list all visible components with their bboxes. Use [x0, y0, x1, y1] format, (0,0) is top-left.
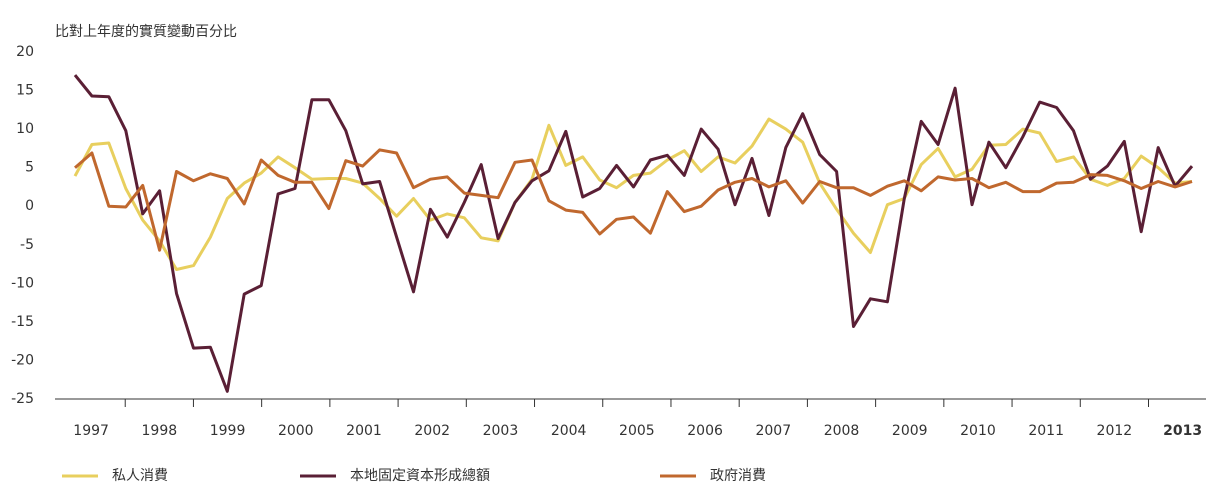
- x-tick-label: 1999: [210, 423, 246, 439]
- y-tick-label: 15: [16, 83, 34, 99]
- x-tick-label: 2003: [483, 423, 519, 439]
- y-tick-label: -25: [11, 391, 34, 407]
- x-tick-label: 2002: [414, 423, 450, 439]
- series-line: [73, 117, 1193, 271]
- series-line: [73, 74, 1194, 393]
- x-tick-label: 2001: [346, 423, 382, 439]
- y-axis-label: 比對上年度的實質變動百分比: [55, 23, 237, 40]
- x-tick-label: 2005: [619, 423, 655, 439]
- legend-label: 本地固定資本形成總額: [350, 467, 490, 484]
- y-tick-label: -5: [20, 237, 34, 253]
- x-tick-label: 2011: [1028, 423, 1064, 439]
- x-tick-label: 2000: [278, 423, 314, 439]
- y-tick-label: -20: [11, 352, 34, 368]
- y-tick-label: -15: [11, 314, 34, 330]
- x-tick-label: 2013: [1163, 423, 1202, 439]
- x-tick-label: 2009: [892, 423, 928, 439]
- series-line: [74, 148, 1193, 252]
- legend-label: 私人消費: [112, 468, 168, 484]
- x-tick-label: 1998: [142, 423, 178, 439]
- x-tick-label: 2006: [687, 423, 723, 439]
- y-tick-label: 10: [16, 121, 34, 137]
- x-tick-label: 2008: [824, 423, 860, 439]
- y-tick-label: 20: [16, 44, 34, 60]
- x-tick-label: 2010: [960, 423, 996, 439]
- y-tick-label: 0: [25, 198, 34, 214]
- x-tick-label: 1997: [73, 423, 109, 439]
- x-tick-label: 2012: [1097, 423, 1133, 439]
- y-tick-label: 5: [25, 160, 34, 176]
- y-tick-label: -10: [11, 275, 34, 291]
- x-tick-label: 2004: [551, 423, 587, 439]
- x-tick-label: 2007: [755, 423, 791, 439]
- legend-label: 政府消費: [710, 468, 766, 484]
